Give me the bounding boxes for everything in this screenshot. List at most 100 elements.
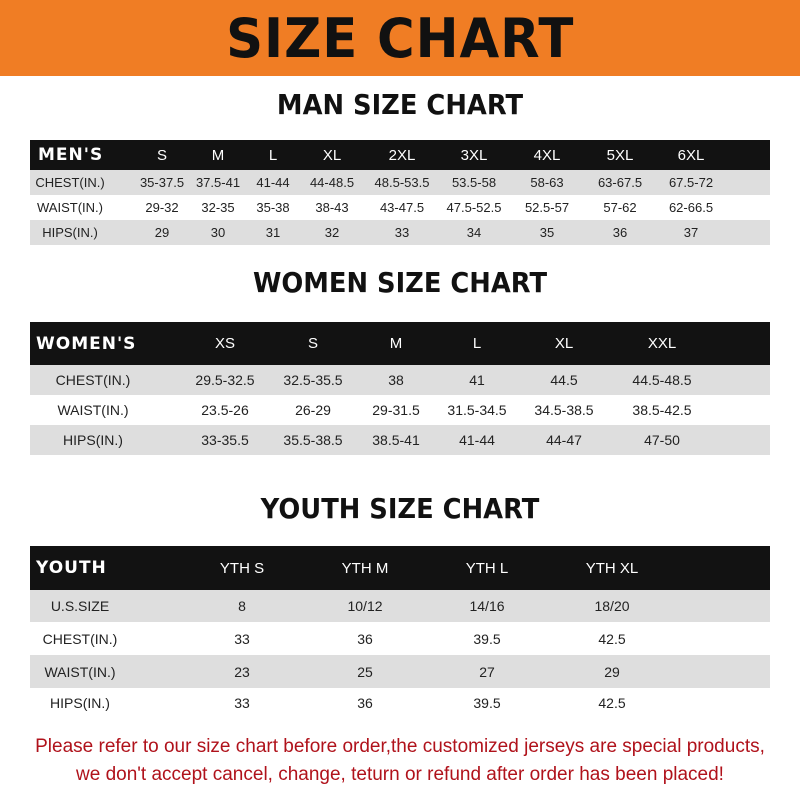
row-label: WAIST(IN.): [37, 200, 103, 215]
size-column-header: 2XL: [388, 146, 416, 164]
notice-line-2: we don't accept cancel, change, teturn o…: [76, 764, 724, 785]
measurement-cell: 35.5-38.5: [283, 432, 343, 448]
measurement-cell: 38.5-42.5: [632, 402, 692, 418]
measurement-cell: 47-50: [644, 432, 680, 448]
measurement-cell: 37.5-41: [195, 175, 241, 190]
size-column-header: M: [211, 146, 225, 164]
measurement-cell: 67.5-72: [668, 175, 714, 190]
table-row: CHEST(IN.) 33 36 39.5 42.5: [30, 622, 770, 655]
measurement-cell: 38-43: [315, 200, 349, 215]
measurement-cell: 52.5-57: [524, 200, 570, 215]
row-label: WAIST(IN.): [57, 402, 129, 418]
measurement-cell: 62-66.5: [668, 200, 714, 215]
measurement-cell: 38.5-41: [372, 432, 420, 448]
measurement-cell: 31.5-34.5: [447, 402, 507, 418]
size-column-header: S: [307, 335, 319, 352]
measurement-cell: 39.5: [473, 695, 501, 711]
measurement-cell: 29: [154, 225, 170, 240]
women-header-row: WOMEN'S XS S M L XL XXL: [30, 322, 770, 365]
measurement-cell: 41-44: [459, 432, 495, 448]
table-row: HIPS(IN.) 29 30 31 32 33 34 35 36 37: [30, 220, 770, 245]
measurement-cell: 33-35.5: [201, 432, 249, 448]
measurement-cell: 10/12: [347, 598, 383, 614]
size-column-header: 4XL: [533, 146, 561, 164]
size-column-header: S: [156, 146, 168, 164]
size-column-header: YTH XL: [585, 559, 639, 577]
size-column-header: 6XL: [677, 146, 705, 164]
table-category-label: YOUTH: [36, 558, 107, 578]
measurement-cell: 34: [466, 225, 482, 240]
youth-heading: YOUTH SIZE CHART: [260, 492, 540, 525]
measurement-cell: 36: [357, 695, 373, 711]
row-label: HIPS(IN.): [50, 695, 110, 711]
measurement-cell: 30: [210, 225, 226, 240]
measurement-cell: 35-37.5: [139, 175, 185, 190]
table-row: HIPS(IN.) 33 36 39.5 42.5: [30, 688, 770, 718]
size-column-header: 3XL: [460, 146, 488, 164]
measurement-cell: 41-44: [256, 175, 290, 190]
measurement-cell: 26-29: [295, 402, 331, 418]
size-column-header: YTH S: [219, 559, 265, 577]
measurement-cell: 44-48.5: [309, 175, 355, 190]
measurement-cell: 42.5: [598, 695, 626, 711]
measurement-cell: 36: [357, 630, 373, 647]
measurement-cell: 25: [357, 663, 373, 680]
row-label: CHEST(IN.): [35, 175, 105, 190]
measurement-cell: 8: [238, 598, 246, 614]
measurement-cell: 34.5-38.5: [534, 402, 594, 418]
measurement-cell: 23: [234, 663, 250, 680]
measurement-cell: 44.5: [550, 372, 578, 388]
measurement-cell: 31: [265, 225, 281, 240]
size-column-header: L: [472, 335, 482, 352]
measurement-cell: 44.5-48.5: [632, 372, 692, 388]
measurement-cell: 14/16: [469, 598, 505, 614]
size-column-header: L: [268, 146, 278, 164]
table-row: WAIST(IN.) 23 25 27 29: [30, 655, 770, 688]
measurement-cell: 32-35: [201, 200, 235, 215]
size-column-header: M: [389, 335, 403, 352]
table-category-label: WOMEN'S: [36, 333, 137, 354]
measurement-cell: 32.5-35.5: [283, 372, 343, 388]
measurement-cell: 41: [469, 372, 485, 388]
measurement-cell: 33: [234, 630, 250, 647]
row-label: HIPS(IN.): [63, 432, 123, 448]
men-header-row: MEN'S S M L XL 2XL 3XL 4XL 5XL 6XL: [30, 140, 770, 170]
table-row: WAIST(IN.) 29-32 32-35 35-38 38-43 43-47.5 47.…: [30, 195, 770, 220]
measurement-cell: 57-62: [603, 200, 637, 215]
measurement-cell: 63-67.5: [597, 175, 643, 190]
measurement-cell: 35: [539, 225, 555, 240]
measurement-cell: 39.5: [473, 630, 501, 647]
measurement-cell: 29.5-32.5: [195, 372, 255, 388]
measurement-cell: 48.5-53.5: [374, 175, 430, 190]
row-label: U.S.SIZE: [50, 598, 110, 614]
table-row: CHEST(IN.) 29.5-32.5 32.5-35.5 38 41 44.5 44.5…: [30, 365, 770, 395]
measurement-cell: 32: [324, 225, 340, 240]
measurement-cell: 18/20: [594, 598, 630, 614]
measurement-cell: 29-31.5: [372, 402, 420, 418]
measurement-cell: 29-32: [145, 200, 179, 215]
title-banner: SIZE CHART: [0, 0, 800, 76]
measurement-cell: 53.5-58: [451, 175, 497, 190]
youth-header-row: YOUTH YTH S YTH M YTH L YTH XL: [30, 546, 770, 590]
measurement-cell: 35-38: [256, 200, 290, 215]
table-row: U.S.SIZE 8 10/12 14/16 18/20: [30, 590, 770, 622]
women-heading: WOMEN SIZE CHART: [252, 266, 548, 299]
measurement-cell: 33: [234, 695, 250, 711]
table-row: WAIST(IN.) 23.5-26 26-29 29-31.5 31.5-34.5 34…: [30, 395, 770, 425]
size-column-header: YTH M: [341, 559, 389, 577]
table-row: HIPS(IN.) 33-35.5 35.5-38.5 38.5-41 41-44 44-…: [30, 425, 770, 455]
measurement-cell: 44-47: [546, 432, 582, 448]
measurement-cell: 33: [394, 225, 410, 240]
measurement-cell: 38: [388, 372, 404, 388]
row-label: WAIST(IN.): [44, 663, 116, 680]
measurement-cell: 42.5: [598, 630, 626, 647]
size-column-header: XL: [554, 335, 574, 352]
size-column-header: 5XL: [606, 146, 634, 164]
men-heading: MAN SIZE CHART: [276, 88, 524, 121]
size-column-header: XL: [322, 146, 342, 164]
measurement-cell: 58-63: [530, 175, 564, 190]
notice-line-1: Please refer to our size chart before or…: [35, 736, 765, 757]
row-label: CHEST(IN.): [42, 630, 118, 647]
size-column-header: XS: [214, 335, 236, 352]
measurement-cell: 29: [604, 663, 620, 680]
